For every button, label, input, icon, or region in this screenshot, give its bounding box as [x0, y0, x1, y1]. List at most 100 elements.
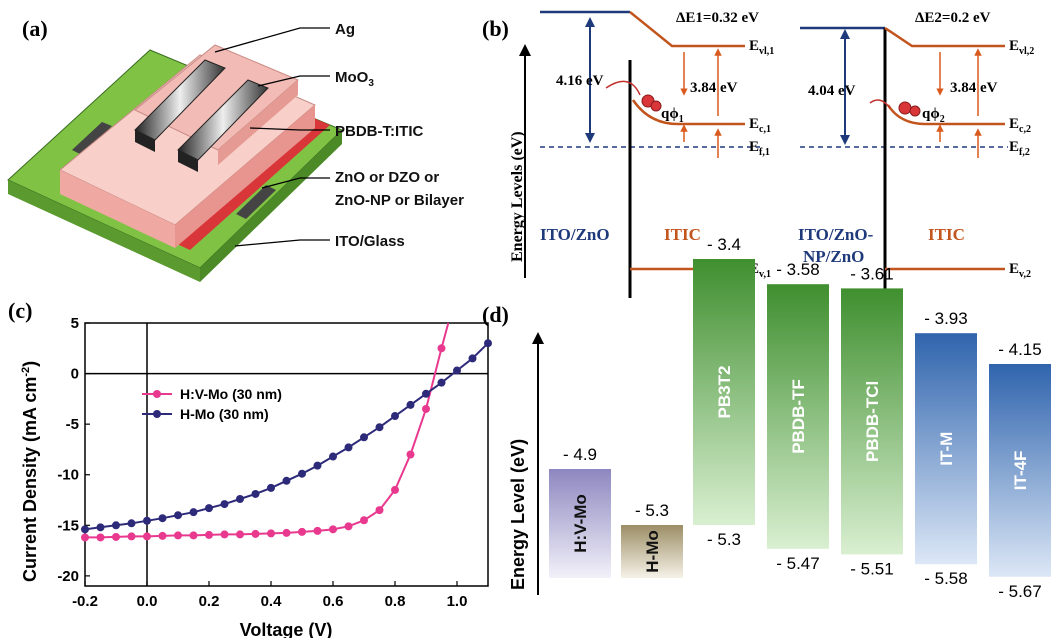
right-phi: qϕ2 [922, 106, 945, 125]
bar-category-label: PB3T2 [715, 366, 734, 419]
legend-marker [153, 390, 161, 398]
x-tick-label: 1.0 [447, 593, 468, 610]
bar-category-label: PBDB-TF [789, 379, 808, 454]
right-cathode-label-1: ITO/ZnO- [798, 225, 874, 244]
ag-electrodes [134, 59, 269, 172]
data-point [81, 533, 89, 542]
data-point [313, 461, 322, 470]
electron [650, 100, 662, 112]
panel-a-label: (a) [22, 16, 48, 41]
data-point [360, 433, 368, 442]
panel-c: (c) -0.2 0.0 0.2 0.4 0.6 0.8 1.050-5-10-15-20 … [8, 298, 492, 638]
data-point [375, 506, 384, 515]
data-point [96, 533, 105, 542]
x-tick-label: -0.2 [72, 593, 98, 610]
data-point [143, 532, 151, 541]
x-tick-label: 0.8 [385, 593, 406, 610]
data-point [189, 531, 198, 540]
right-ef: Ef,2 [1009, 139, 1030, 158]
data-point [375, 423, 384, 432]
data-point [484, 339, 492, 348]
data-point [112, 532, 120, 541]
panel-a: (a) Ag MoO [7, 16, 464, 282]
label-ito: ITO/Glass [335, 233, 405, 250]
data-point [360, 516, 368, 525]
electron [898, 101, 912, 115]
data-point [329, 525, 337, 534]
left-gap-value: 3.84 eV [690, 80, 738, 96]
x-tick-label: 0.6 [323, 593, 344, 610]
data-point [267, 529, 275, 538]
data-point [174, 511, 182, 520]
data-point [313, 526, 322, 535]
bar-category-label: H-Mo [643, 530, 662, 572]
homo-lumo-bottom-label: - 5.58 [924, 569, 967, 588]
data-point [174, 531, 182, 540]
homo-lumo-top-label: - 3.61 [850, 264, 893, 283]
energy-level-ylabel: Energy Level (eV) [508, 439, 528, 590]
data-point [112, 521, 120, 530]
energy-bars: H:V-Mo - 4.9 H-Mo - 5.3 PB3T2 - 3.4 - 5.3 PBDB-… [549, 235, 1051, 601]
left-conduction-band [631, 99, 745, 126]
right-vacuum-level [884, 26, 1005, 48]
energy-bar [549, 469, 611, 578]
panel-c-label: (c) [8, 298, 32, 323]
right-delta-e: ΔE2=0.2 eV [915, 10, 991, 26]
right-barrier-value: 4.04 eV [808, 83, 856, 99]
legend-hvmo: H:V-Mo (30 nm) [180, 386, 282, 402]
bar-category-label: PBDB-TCl [863, 381, 882, 462]
ito-contact [72, 122, 112, 155]
jv-xlabel: Voltage (V) [240, 620, 333, 638]
data-point [344, 522, 353, 531]
energy-bar [693, 259, 755, 525]
bar-category-label: H:V-Mo [571, 494, 590, 553]
label-moo3: MoO3 [335, 69, 374, 89]
data-point [329, 452, 337, 461]
data-point [437, 378, 446, 387]
left-delta-e: ΔE1=0.32 eV [676, 10, 759, 26]
energy-bar [989, 364, 1051, 577]
left-cathode-label: ITO/ZnO [540, 225, 610, 244]
data-point [282, 528, 291, 537]
right-ec: Ec,2 [1009, 116, 1031, 135]
glass-substrate-edge [8, 180, 200, 282]
energy-bar [915, 333, 977, 565]
label-ag: Ag [335, 21, 355, 38]
data-point [236, 530, 244, 539]
energy-bar [841, 288, 903, 555]
data-point [406, 400, 415, 409]
panel-b-label: (b) [482, 16, 509, 41]
homo-lumo-top-label: - 5.3 [635, 501, 669, 520]
energy-axis-label: Energy Levels (eV) [509, 131, 526, 262]
x-tick-label: 0.2 [199, 593, 220, 610]
homo-lumo-top-label: - 3.4 [707, 235, 741, 254]
data-point [468, 354, 477, 363]
data-point [143, 516, 151, 525]
homo-lumo-top-label: - 3.93 [924, 309, 967, 328]
data-point [96, 523, 105, 532]
right-ev1: Evl,2 [1009, 38, 1034, 57]
y-tick-label: 5 [71, 315, 79, 332]
data-point [205, 530, 213, 539]
panel-d: (d) Energy Level (eV) H:V-Mo - 4.9 H-Mo - 5… [482, 235, 1051, 601]
data-point [127, 519, 136, 528]
homo-lumo-top-label: - 4.15 [998, 340, 1041, 359]
bar-category-label: IT-M [937, 432, 956, 466]
x-tick-label: 0.4 [261, 593, 283, 610]
ito-contact [236, 185, 276, 219]
right-conduction-band [886, 104, 1005, 126]
data-point [298, 527, 306, 536]
left-vacuum-level [629, 11, 745, 48]
right-gap-value: 3.84 eV [950, 80, 998, 96]
x-tick-label: 0.0 [137, 593, 158, 610]
data-point [422, 389, 430, 398]
panel-b: (b) Energy Levels (eV) ΔE1=0.32 eV Evl,1… [482, 10, 1034, 298]
data-point [236, 495, 244, 504]
y-tick-label: -15 [57, 517, 79, 534]
data-point [251, 489, 260, 498]
y-tick-label: -5 [66, 416, 79, 433]
label-etl-2: ZnO-NP or Bilayer [335, 192, 464, 209]
homo-lumo-bottom-label: - 5.67 [998, 582, 1041, 601]
energy-bar [767, 284, 829, 549]
